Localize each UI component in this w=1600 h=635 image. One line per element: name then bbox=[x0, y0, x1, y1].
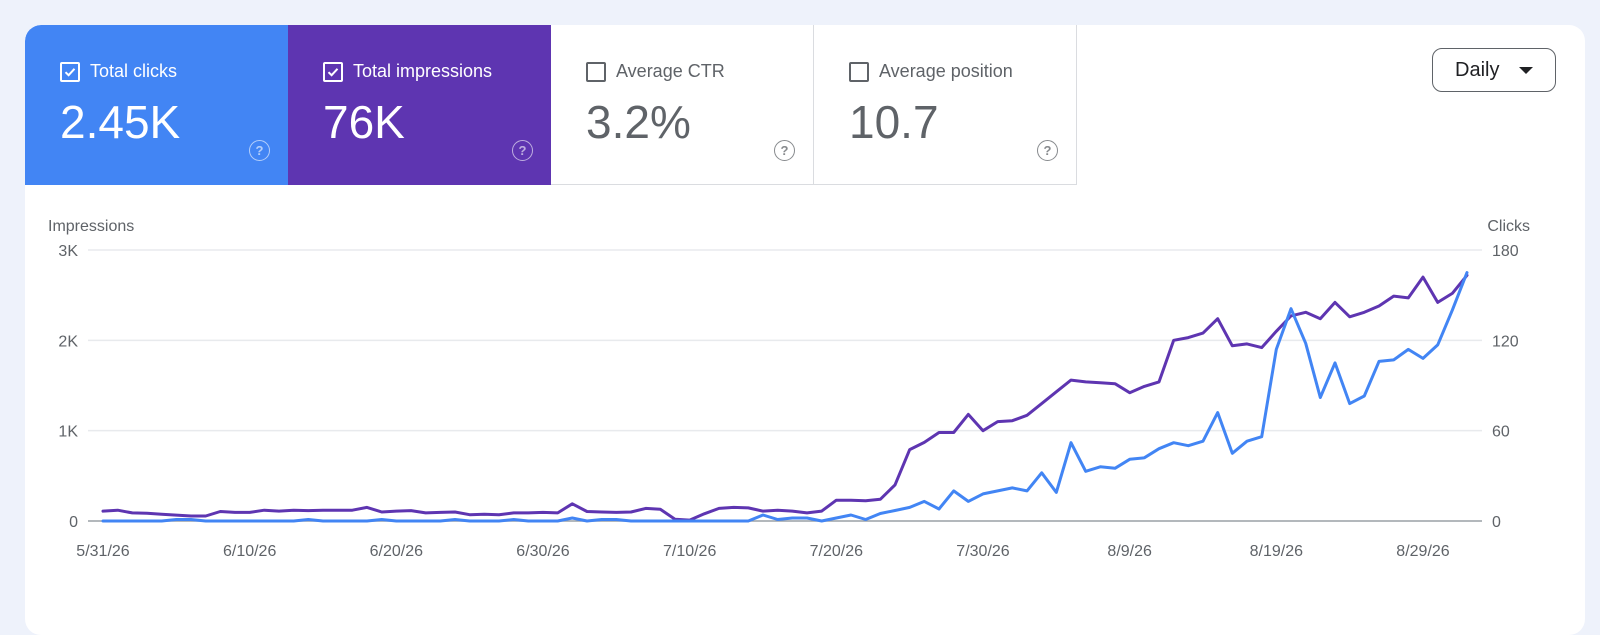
x-tick-label: 8/9/26 bbox=[1107, 543, 1152, 560]
x-axis-ticks: 5/31/26 6/10/26 6/20/26 6/30/26 7/10/26 7/20/… bbox=[76, 543, 1449, 560]
metric-value: 76K bbox=[323, 96, 405, 148]
metric-total-clicks[interactable]: Total clicks 2.45K ? bbox=[25, 25, 288, 185]
x-tick-label: 7/30/26 bbox=[956, 543, 1009, 560]
left-tick-label: 3K bbox=[58, 243, 78, 260]
granularity-dropdown[interactable]: Daily bbox=[1432, 48, 1556, 92]
left-axis-ticks: 0 1K 2K 3K bbox=[58, 243, 78, 531]
left-tick-label: 2K bbox=[58, 333, 78, 350]
x-tick-label: 6/10/26 bbox=[223, 543, 276, 560]
granularity-selected: Daily bbox=[1455, 58, 1500, 81]
metric-label: Average position bbox=[879, 61, 1013, 81]
metric-label: Total clicks bbox=[90, 61, 178, 81]
dropdown-caret-icon bbox=[1519, 67, 1533, 74]
metric-value: 3.2% bbox=[586, 96, 691, 148]
series-lines bbox=[101, 271, 1469, 523]
checked-checkbox-icon[interactable] bbox=[60, 61, 80, 82]
x-tick-label: 6/20/26 bbox=[370, 543, 423, 560]
metric-total-impressions[interactable]: Total impressions 76K ? bbox=[288, 25, 551, 185]
help-icon[interactable]: ? bbox=[512, 140, 533, 161]
metric-average-position[interactable]: Average position 10.7 ? bbox=[814, 25, 1077, 185]
unchecked-checkbox-icon[interactable] bbox=[586, 61, 606, 82]
right-axis-ticks: 0 60 120 180 bbox=[1492, 243, 1519, 531]
right-tick-label: 120 bbox=[1492, 333, 1519, 350]
metric-value: 10.7 bbox=[849, 96, 939, 148]
checked-checkbox-icon[interactable] bbox=[323, 61, 343, 82]
left-axis-title: Impressions bbox=[48, 218, 134, 235]
x-tick-label: 7/10/26 bbox=[663, 543, 716, 560]
x-tick-label: 6/30/26 bbox=[516, 543, 569, 560]
metric-average-ctr[interactable]: Average CTR 3.2% ? bbox=[551, 25, 814, 185]
metric-tabs: Total clicks 2.45K ? Total impressions 7… bbox=[25, 25, 1077, 185]
right-tick-label: 60 bbox=[1492, 424, 1510, 441]
x-tick-label: 8/29/26 bbox=[1396, 543, 1449, 560]
x-tick-label: 7/20/26 bbox=[810, 543, 863, 560]
help-icon[interactable]: ? bbox=[774, 140, 795, 161]
metric-value: 2.45K bbox=[60, 96, 181, 148]
performance-card: Total clicks 2.45K ? Total impressions 7… bbox=[25, 25, 1585, 635]
x-tick-label: 8/19/26 bbox=[1250, 543, 1303, 560]
left-tick-label: 0 bbox=[69, 514, 78, 531]
help-icon[interactable]: ? bbox=[1037, 140, 1058, 161]
left-tick-label: 1K bbox=[58, 424, 78, 441]
help-icon[interactable]: ? bbox=[249, 140, 270, 161]
metric-label: Average CTR bbox=[616, 61, 725, 81]
grid-lines bbox=[88, 249, 1482, 522]
performance-chart: Impressions Clicks 0 1K 2K 3K 0 60 120 180 5/3… bbox=[48, 218, 1530, 560]
series-line bbox=[101, 273, 1469, 522]
x-tick-label: 5/31/26 bbox=[76, 543, 129, 560]
right-tick-label: 0 bbox=[1492, 514, 1501, 531]
unchecked-checkbox-icon[interactable] bbox=[849, 61, 869, 82]
right-tick-label: 180 bbox=[1492, 243, 1519, 260]
series-line bbox=[101, 271, 1469, 523]
metric-label: Total impressions bbox=[353, 61, 493, 81]
right-axis-title: Clicks bbox=[1487, 218, 1530, 235]
